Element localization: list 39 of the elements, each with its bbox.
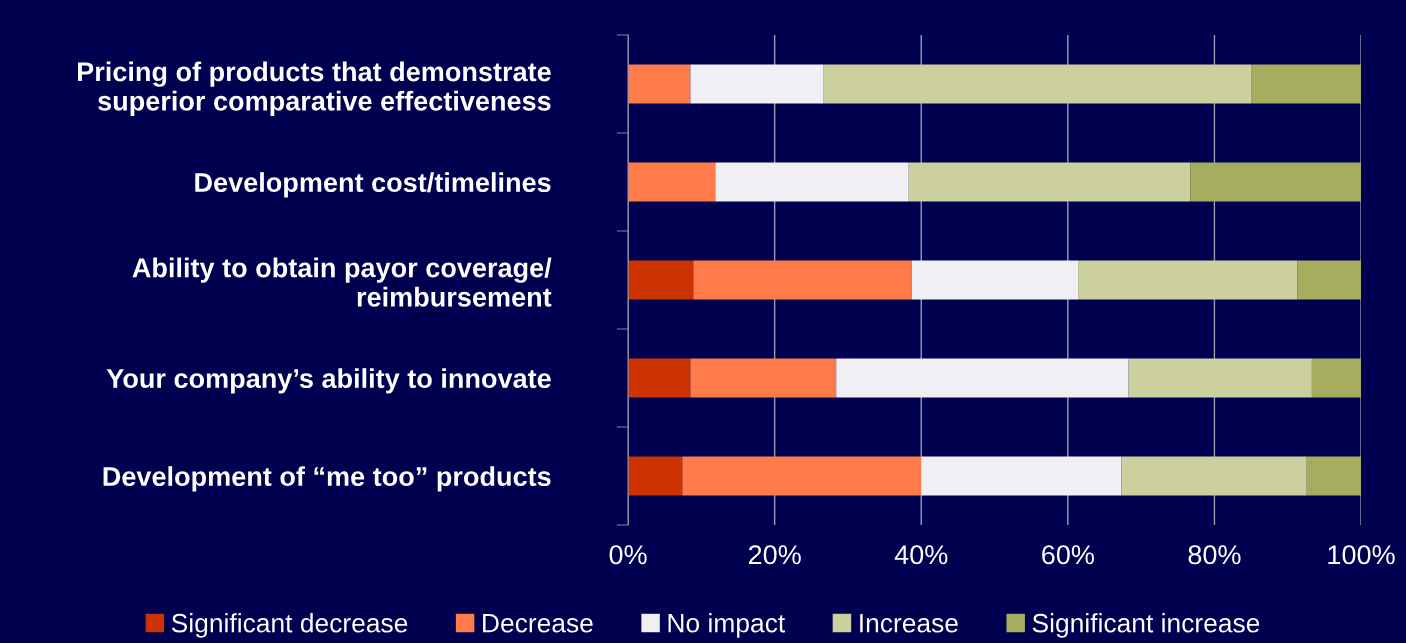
bar <box>628 64 691 104</box>
x-tick-label: 60% <box>1042 545 1094 565</box>
x-tick-label: 20% <box>748 545 801 565</box>
bar <box>628 162 716 202</box>
legend-label: Decrease <box>483 614 593 633</box>
bar <box>1121 456 1307 496</box>
bar <box>1306 456 1362 496</box>
legend-label: No impact <box>668 613 786 638</box>
bar <box>690 64 824 104</box>
bar <box>1190 162 1362 202</box>
bar <box>693 260 912 300</box>
bar <box>1078 260 1298 300</box>
legend-label: Significant decrease <box>171 613 408 638</box>
x-tick-label: 100% <box>1328 545 1395 565</box>
bar <box>836 358 1129 398</box>
bar <box>628 456 683 496</box>
y-tick-label: Ability to obtain payor coverage/ reimbursement <box>132 257 552 307</box>
bar <box>628 358 691 398</box>
x-tick-label: 40% <box>894 545 948 565</box>
bar <box>682 456 922 496</box>
x-tick-label: 80% <box>1188 545 1241 565</box>
bar <box>1311 358 1362 398</box>
bar <box>908 162 1191 202</box>
bar <box>1251 64 1362 104</box>
y-tick-label: Pricing of products that demonstrate superior comparative effectiveness <box>78 61 551 117</box>
legend-label: Significant increase <box>1032 613 1260 638</box>
bar <box>911 260 1079 300</box>
bar <box>1128 358 1312 398</box>
bar <box>1297 260 1362 300</box>
y-tick-label: Development of “me too” products <box>103 466 551 492</box>
bar <box>715 162 909 202</box>
bar <box>690 358 837 398</box>
y-tick-label: Your company’s ability to innovate <box>106 368 551 394</box>
bar <box>921 456 1122 496</box>
y-tick-label: Development cost/timelines <box>195 172 551 198</box>
bar <box>823 64 1252 104</box>
bar <box>628 260 694 300</box>
x-tick-label: 0% <box>609 545 647 565</box>
legend-label: Increase <box>860 614 958 633</box>
